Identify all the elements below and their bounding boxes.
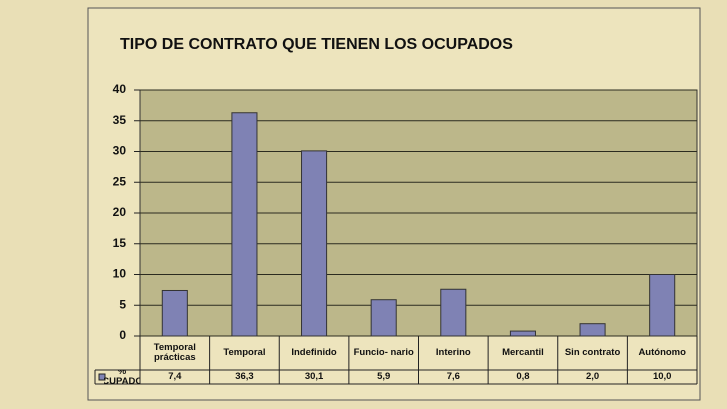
bar — [579, 323, 606, 337]
value-label: 7,4 — [168, 370, 182, 382]
bar — [370, 299, 397, 337]
y-tick-label: 5 — [119, 297, 126, 311]
value-label: 30,1 — [304, 370, 324, 382]
value-label-box: 30,1 — [304, 370, 324, 382]
x-tick-label: Sin contrato — [564, 346, 621, 358]
x-tick-label: Autónomo — [638, 346, 686, 358]
x-tick-label: Temporal — [223, 346, 266, 358]
chart-title: TIPO DE CONTRATO QUE TIENEN LOS OCUPADOS — [120, 36, 513, 53]
y-tick-label: 0 — [119, 328, 126, 342]
bar — [440, 288, 467, 337]
legend-label-box: % OCUPADOS — [104, 370, 140, 384]
bar — [231, 112, 258, 337]
value-label: 0,8 — [516, 370, 530, 382]
y-tick-label: 15 — [113, 236, 127, 250]
value-label-box: 10,0 — [652, 370, 672, 382]
x-tick-label: Mercantil — [502, 346, 544, 358]
value-label-box: 7,4 — [168, 370, 182, 382]
value-label-box: 5,9 — [377, 370, 391, 382]
value-label-box: 7,6 — [446, 370, 460, 382]
y-tick-label: 10 — [113, 267, 127, 281]
value-label: 10,0 — [652, 370, 672, 382]
value-label: 7,6 — [446, 370, 460, 382]
value-label-box: 36,3 — [235, 370, 254, 382]
y-tick-label: 35 — [113, 113, 127, 127]
x-tick-label-box: Sin contrato — [564, 346, 621, 358]
x-tick-label-box: Indefinido — [291, 346, 337, 358]
bar — [301, 150, 328, 337]
x-tick-label-box: Autónomo — [638, 346, 686, 358]
legend-label: % OCUPADOS — [104, 370, 140, 384]
y-tick-label: 30 — [113, 144, 127, 158]
value-label: 2,0 — [585, 370, 600, 382]
value-label: 5,9 — [377, 370, 391, 382]
value-label-box: 2,0 — [585, 370, 600, 382]
x-tick-label: Temporal prácticas — [153, 341, 196, 363]
bar — [649, 274, 676, 337]
value-label: 36,3 — [235, 370, 254, 382]
x-tick-label: Indefinido — [291, 346, 337, 358]
x-tick-label-box: Interino — [435, 346, 471, 358]
y-tick-label: 40 — [113, 82, 127, 96]
x-tick-label: Interino — [435, 346, 471, 358]
legend-key — [98, 373, 106, 381]
x-tick-label: Funcio- nario — [353, 346, 414, 358]
value-label-box: 0,8 — [516, 370, 530, 382]
x-tick-label-box: Mercantil — [502, 346, 544, 358]
bar — [161, 289, 188, 337]
bar — [509, 330, 536, 337]
x-tick-label-box: Temporal — [223, 346, 266, 358]
x-tick-label-box: Funcio- nario — [353, 346, 414, 358]
x-tick-label-box: Temporal prácticas — [153, 341, 196, 363]
y-tick-label: 25 — [113, 174, 127, 188]
y-tick-label: 20 — [113, 205, 127, 219]
